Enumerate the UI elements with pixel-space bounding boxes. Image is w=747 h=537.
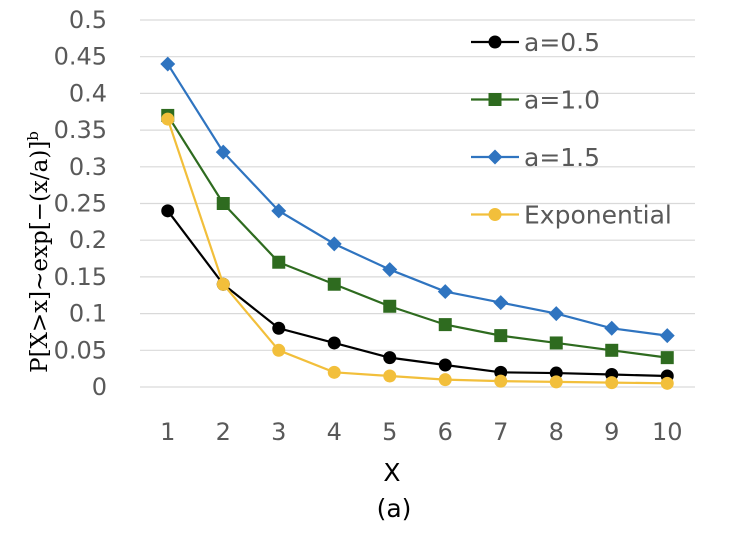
diamond-marker — [382, 262, 398, 278]
data-series — [160, 56, 675, 390]
x-tick-labels: 1 2 3 4 5 6 7 8 9 10 — [160, 418, 682, 446]
figure-caption: (a) — [377, 494, 412, 523]
circle-marker — [549, 375, 563, 389]
circle-marker — [272, 321, 286, 335]
y-axis-title-superscript: b — [24, 131, 42, 141]
legend-label: a=1.0 — [524, 86, 600, 115]
diamond-marker — [160, 56, 176, 72]
square-marker — [549, 336, 563, 350]
y-axis-title-main: P[X>x]~exp[−(x/a)] — [27, 141, 53, 373]
legend-item: a=1.0 — [471, 86, 600, 115]
x-tick-label: 9 — [604, 418, 619, 446]
circle-marker — [438, 358, 452, 372]
legend-item: Exponential — [471, 201, 672, 230]
diamond-marker — [271, 203, 287, 219]
circle-marker — [216, 277, 230, 291]
x-tick-label: 3 — [271, 418, 286, 446]
diamond-marker — [215, 144, 231, 160]
y-tick-label: 0.5 — [69, 6, 107, 34]
square-marker — [327, 277, 341, 291]
circle-marker — [327, 336, 341, 350]
x-tick-label: 4 — [327, 418, 342, 446]
square-marker — [660, 351, 674, 365]
diamond-marker — [326, 236, 342, 252]
legend-item: a=0.5 — [471, 28, 600, 57]
diamond-marker — [493, 295, 509, 311]
y-tick-label: 0.3 — [69, 153, 107, 181]
y-tick-label: 0.1 — [69, 300, 107, 328]
square-marker — [216, 197, 230, 210]
circle-marker — [438, 373, 452, 387]
legend-label: Exponential — [524, 201, 672, 230]
square-marker — [605, 343, 619, 357]
square-marker — [438, 318, 452, 332]
square-marker — [494, 329, 508, 343]
y-tick-labels: 0 0.05 0.1 0.15 0.2 0.25 0.3 0.35 0.4 0.45 0.5 — [54, 6, 107, 401]
y-tick-label: 0.15 — [54, 263, 107, 291]
circle-marker — [660, 376, 674, 390]
y-tick-label: 0.2 — [69, 226, 107, 254]
diamond-marker — [487, 149, 503, 165]
legend: a=0.5 a=1.0 a=1.5 Exponential — [471, 28, 672, 230]
series-line — [166, 114, 668, 359]
y-tick-label: 0.35 — [54, 116, 107, 144]
diamond-marker — [437, 284, 453, 300]
circle-marker — [488, 208, 502, 221]
diamond-marker — [604, 320, 620, 336]
legend-item: a=1.5 — [471, 143, 600, 172]
y-tick-label: 0.25 — [54, 190, 107, 218]
circle-marker — [272, 343, 286, 357]
x-axis-title: X — [383, 458, 400, 487]
series-a-1-0 — [161, 108, 674, 365]
square-marker — [272, 255, 286, 269]
square-marker — [383, 299, 397, 313]
square-marker — [488, 93, 502, 106]
circle-marker — [605, 376, 619, 390]
circle-marker — [161, 204, 175, 218]
series-a-1-5 — [160, 56, 675, 344]
x-tick-label: 2 — [216, 418, 231, 446]
circle-marker — [488, 35, 502, 49]
y-tick-label: 0.4 — [69, 79, 107, 107]
series-line — [166, 63, 668, 337]
x-tick-label: 7 — [493, 418, 508, 446]
y-tick-label: 0 — [92, 373, 107, 401]
x-tick-label: 1 — [160, 418, 175, 446]
circle-marker — [161, 112, 175, 126]
diamond-marker — [548, 306, 564, 322]
x-tick-label: 10 — [652, 418, 683, 446]
y-axis-title: P[X>x]~exp[−(x/a)]b — [24, 131, 53, 373]
series-line — [166, 210, 668, 378]
circle-marker — [383, 369, 397, 383]
circle-marker — [327, 365, 341, 379]
gridlines — [140, 19, 695, 388]
legend-label: a=1.5 — [524, 143, 600, 172]
x-tick-label: 8 — [549, 418, 564, 446]
diamond-marker — [659, 328, 675, 344]
x-tick-label: 5 — [382, 418, 397, 446]
x-tick-label: 6 — [438, 418, 453, 446]
y-tick-label: 0.05 — [54, 336, 107, 364]
y-tick-label: 0.45 — [54, 43, 107, 71]
series-exponential — [161, 112, 674, 390]
circle-marker — [494, 374, 508, 388]
circle-marker — [383, 351, 397, 365]
series-a-0-5 — [161, 204, 674, 383]
legend-label: a=0.5 — [524, 28, 600, 57]
series-line — [166, 118, 668, 385]
